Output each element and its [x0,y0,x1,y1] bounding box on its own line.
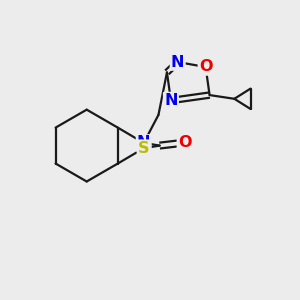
Text: N: N [137,135,151,150]
Text: N: N [171,55,184,70]
Text: N: N [164,93,178,108]
Text: O: O [178,135,191,150]
Text: S: S [138,141,149,156]
Text: O: O [199,59,212,74]
